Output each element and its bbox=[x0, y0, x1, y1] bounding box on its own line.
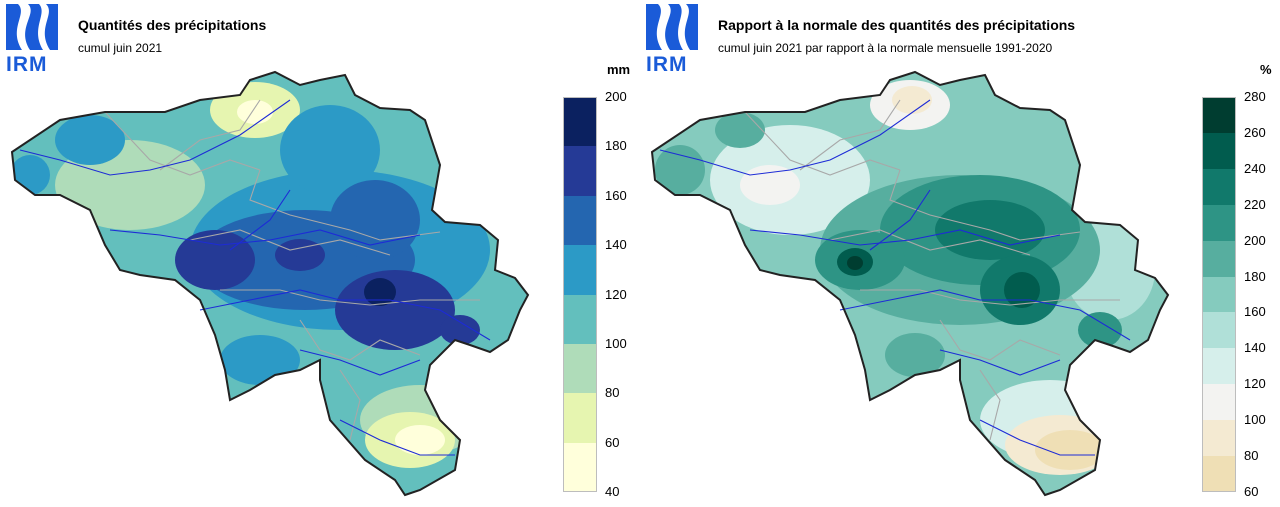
legend-swatch bbox=[1202, 312, 1236, 349]
legend-swatch bbox=[1202, 348, 1236, 385]
legend-swatch bbox=[563, 343, 597, 394]
legend-swatch bbox=[1202, 97, 1236, 133]
map-subtitle: cumul juin 2021 bbox=[78, 41, 163, 55]
legend-tick-label: 40 bbox=[605, 484, 620, 499]
legend-swatch bbox=[563, 195, 597, 246]
precipitation-map bbox=[11, 71, 529, 496]
legend-tick-label: 280 bbox=[1244, 89, 1266, 104]
map-subtitle: cumul juin 2021 par rapport à la normale… bbox=[718, 41, 1053, 55]
ratio-map bbox=[651, 71, 1169, 496]
legend-swatch bbox=[1202, 168, 1236, 205]
legend-swatch bbox=[563, 245, 597, 295]
legend-swatch bbox=[1202, 276, 1236, 313]
legend-swatch bbox=[563, 393, 597, 443]
legend-tick-label: 80 bbox=[605, 385, 620, 401]
irm-logo: IRM bbox=[646, 4, 698, 76]
legend-tick-label: 160 bbox=[605, 187, 627, 203]
irm-logo: IRM bbox=[6, 4, 58, 76]
legend-tick-label: 80 bbox=[1244, 448, 1259, 464]
legend-unit: % bbox=[1260, 62, 1272, 77]
precipitation-panel: IRM Quantités des précipitations cumul j… bbox=[6, 4, 631, 499]
map-title: Quantités des précipitations bbox=[78, 17, 267, 33]
legend-tick-label: 260 bbox=[1244, 124, 1266, 140]
legend-tick-label: 100 bbox=[605, 335, 627, 351]
legend-swatch bbox=[563, 146, 597, 196]
legend-tick-label: 240 bbox=[1244, 160, 1266, 176]
legend-tick-label: 60 bbox=[1244, 484, 1259, 499]
legend-tick-label: 220 bbox=[1244, 196, 1266, 212]
legend-swatch bbox=[1202, 384, 1236, 421]
legend-tick-label: 60 bbox=[605, 434, 620, 450]
legend-tick-label: 100 bbox=[1244, 412, 1266, 428]
irm-logo-mark bbox=[6, 4, 58, 50]
legend-tick-label: 180 bbox=[605, 138, 627, 154]
legend-tick-label: 140 bbox=[605, 237, 627, 253]
legend-tick-label: 120 bbox=[605, 286, 627, 302]
legend-swatch bbox=[1202, 240, 1236, 277]
legend-swatch bbox=[1202, 420, 1236, 457]
legend-unit: mm bbox=[607, 62, 631, 77]
legend-swatch bbox=[1202, 456, 1236, 492]
legend-swatch bbox=[563, 442, 597, 492]
legend-tick-label: 180 bbox=[1244, 268, 1266, 284]
ratio-panel: IRM Rapport à la normale des quantités d… bbox=[640, 0, 1280, 507]
legend-tick-label: 140 bbox=[1244, 340, 1266, 356]
legend-tick-label: 120 bbox=[1244, 376, 1266, 392]
legend-tick-label: 200 bbox=[1244, 232, 1266, 248]
map-title: Rapport à la normale des quantités des p… bbox=[718, 17, 1076, 33]
legend-swatch bbox=[563, 97, 597, 147]
legend-swatch bbox=[563, 294, 597, 344]
legend-tick-label: 200 bbox=[605, 89, 627, 104]
legend-swatch bbox=[1202, 204, 1236, 241]
irm-logo-text: IRM bbox=[646, 53, 688, 76]
irm-logo-text: IRM bbox=[6, 53, 48, 76]
legend-swatch bbox=[1202, 132, 1236, 169]
irm-logo-mark bbox=[646, 4, 698, 50]
legend-tick-label: 160 bbox=[1244, 304, 1266, 320]
